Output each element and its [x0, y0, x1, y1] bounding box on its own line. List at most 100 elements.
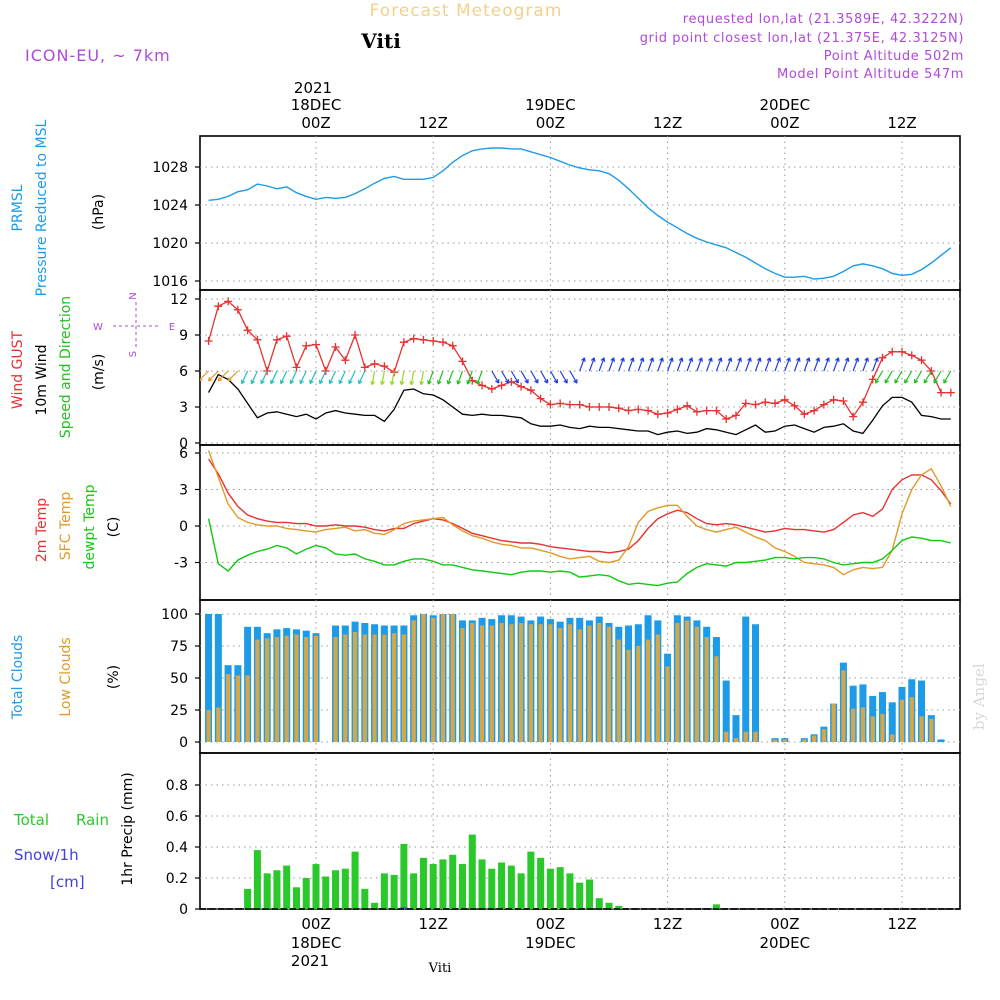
compass-s: S — [128, 351, 139, 357]
low-cloud-bar — [909, 697, 914, 742]
low-cloud-bar — [333, 637, 338, 742]
low-cloud-bar — [811, 735, 817, 742]
wind-direction-arrow — [348, 370, 356, 385]
wind-direction-arrow — [491, 370, 500, 384]
gust-marker — [829, 395, 838, 404]
wind-direction-arrow — [608, 357, 615, 372]
gust-marker — [438, 338, 447, 347]
wind-direction-arrow — [419, 370, 425, 386]
model-label: ICON-EU, ~ 7km — [25, 46, 171, 65]
gust-marker — [233, 305, 242, 314]
gust-marker — [653, 410, 662, 419]
low-cloud-bar — [450, 614, 455, 742]
gust-marker — [780, 395, 789, 404]
gust-marker — [214, 302, 223, 311]
y-tick-label: 1028 — [152, 160, 188, 176]
wind-direction-arrow — [764, 357, 772, 372]
gust-marker — [595, 403, 604, 411]
rain-bar — [537, 857, 545, 909]
wind-direction-arrow — [676, 357, 684, 372]
total-cloud-bar — [937, 739, 945, 742]
top-date-label: 19DEC — [525, 96, 576, 114]
low-cloud-bar — [294, 634, 299, 742]
gust-marker — [224, 297, 233, 306]
gust-marker — [331, 343, 340, 351]
y-tick-label: 100 — [161, 607, 188, 623]
wind-direction-arrow — [200, 370, 209, 382]
wind-direction-arrow — [754, 357, 762, 372]
wind-direction-arrow — [588, 357, 596, 372]
wind-direction-arrow — [270, 370, 278, 385]
gust-marker — [810, 406, 819, 415]
wind-direction-arrow — [923, 370, 932, 384]
low-cloud-bar — [440, 614, 446, 742]
gust-marker — [458, 357, 467, 366]
gust-marker — [565, 400, 574, 409]
low-cloud-bar — [880, 713, 885, 742]
temp-label: 2m Temp — [34, 498, 50, 562]
rain-bar — [595, 898, 603, 909]
gust-marker — [360, 363, 369, 372]
requested-coords: requested lon,lat (21.3589E, 42.3222N) — [683, 12, 964, 27]
rain-bar — [449, 854, 457, 909]
wind-direction-arrow — [289, 370, 298, 385]
gust-marker — [243, 326, 252, 335]
temp-series-line-0 — [208, 458, 952, 554]
gust-marker — [663, 409, 672, 417]
low-cloud-bar — [743, 731, 748, 742]
rain-bar — [322, 876, 330, 909]
gust-marker — [839, 397, 848, 405]
gust-marker — [800, 410, 809, 419]
bottom-year-label: 2021 — [291, 952, 329, 970]
wind-direction-arrow — [380, 370, 385, 386]
rain-bar — [712, 904, 720, 909]
wind-direction-arrow — [370, 370, 376, 386]
temp-unit: (C) — [106, 517, 122, 538]
low-cloud-bar — [714, 656, 719, 742]
low-cloud-bar — [655, 634, 660, 742]
bottom-time-label: 12Z — [653, 915, 682, 933]
gust-marker — [673, 405, 682, 414]
wind-direction-arrow — [569, 370, 578, 384]
wind-direction-arrow — [657, 357, 664, 372]
low-cloud-bar — [538, 624, 543, 742]
rain-bar — [410, 873, 418, 909]
gust-marker — [497, 381, 506, 390]
low-cloud-bar — [870, 716, 875, 742]
low-cloud-bar — [235, 675, 240, 742]
rain-bar — [351, 851, 359, 909]
wind-direction-arrow — [833, 357, 840, 372]
rain-bar — [556, 867, 564, 909]
wind-direction-arrow — [823, 357, 830, 372]
rain-bar — [468, 834, 476, 909]
low-cloud-bar — [899, 699, 905, 742]
gust-marker — [946, 388, 955, 397]
y-tick-label: 75 — [170, 639, 188, 655]
panel-frame-wind — [199, 289, 961, 446]
y-tick-label: 1024 — [152, 198, 188, 214]
low-cloud-bar — [587, 625, 592, 742]
total-cloud-bar — [742, 616, 750, 742]
y-tick-label: 0.2 — [166, 871, 188, 887]
low-cloud-bar — [392, 633, 397, 742]
wind-direction-arrow — [784, 357, 791, 372]
rain-bar — [546, 868, 554, 909]
top-time-label: 00Z — [770, 114, 799, 132]
low-clouds-label: Low Clouds — [58, 637, 74, 716]
location-title: Viti — [360, 29, 401, 53]
low-cloud-bar — [919, 716, 924, 742]
clouds-unit: (%) — [106, 665, 122, 689]
low-cloud-bar — [401, 634, 407, 742]
low-cloud-bar — [528, 624, 533, 742]
direction-label: Speed and Direction — [58, 296, 74, 438]
gust-marker — [536, 394, 545, 403]
wind-direction-arrow — [872, 357, 879, 372]
total-cloud-bar — [732, 715, 740, 742]
y-tick-label: 6 — [179, 364, 188, 380]
rain-bar — [371, 902, 379, 909]
wind-direction-arrow — [933, 370, 942, 384]
wind-direction-arrow — [559, 370, 568, 384]
point-altitude: Point Altitude 502m — [824, 49, 964, 64]
top-time-label: 12Z — [419, 114, 448, 132]
gust-marker — [517, 382, 526, 391]
